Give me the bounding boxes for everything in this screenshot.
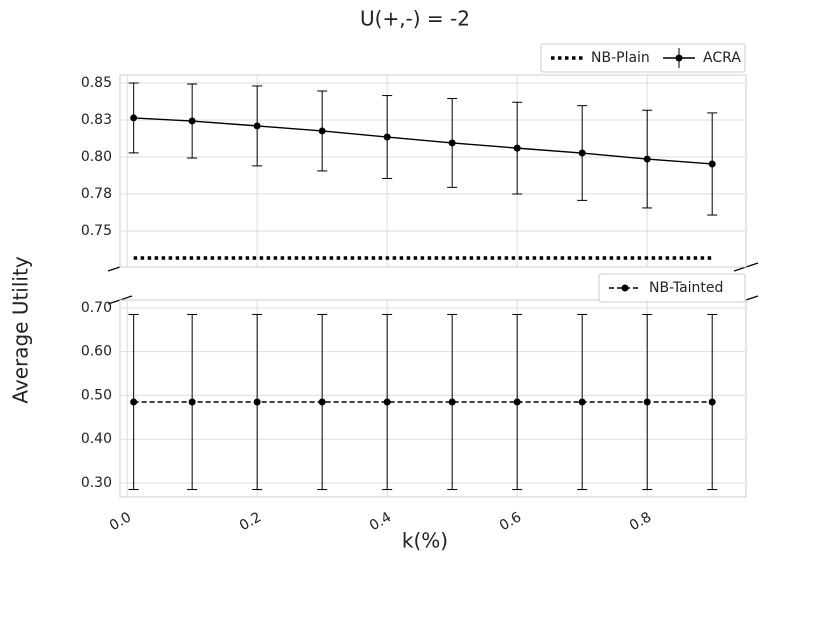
legend-label: ACRA: [703, 50, 741, 66]
marker: [708, 160, 716, 168]
x-tick-label: 0.8: [627, 509, 654, 534]
y-tick-label: 0.60: [81, 344, 112, 360]
marker: [188, 398, 196, 406]
marker: [448, 139, 456, 147]
marker: [253, 122, 261, 130]
x-tick-label: 0.2: [237, 509, 264, 534]
marker: [513, 398, 521, 406]
marker: [188, 117, 196, 125]
plot-area: [119, 299, 747, 498]
marker: [130, 114, 138, 122]
marker: [643, 398, 651, 406]
legend-label: NB-Tainted: [649, 280, 723, 296]
marker: [253, 398, 261, 406]
marker: [318, 127, 326, 135]
x-tick-label: 0.0: [107, 509, 134, 534]
x-tick-label: 0.4: [367, 509, 394, 534]
marker: [643, 155, 651, 163]
y-tick-label: 0.75: [81, 223, 112, 239]
y-tick-label: 0.80: [81, 149, 112, 165]
marker: [383, 133, 391, 141]
y-tick-label: 0.83: [81, 112, 112, 128]
chart-title: U(+,-) = -2: [360, 7, 470, 31]
y-tick-label: 0.30: [81, 475, 112, 491]
marker: [383, 398, 391, 406]
legend: [598, 273, 746, 303]
marker: [513, 144, 521, 152]
plot-area: [119, 74, 747, 268]
series-line: [133, 117, 713, 165]
marker: [578, 149, 586, 157]
legend: [540, 43, 746, 73]
marker: [448, 398, 456, 406]
legend-label: NB-Plain: [591, 50, 650, 66]
y-tick-label: 0.85: [81, 75, 112, 91]
marker: [130, 398, 138, 406]
y-axis-label: Average Utility: [9, 256, 33, 403]
y-tick-label: 0.70: [81, 300, 112, 316]
y-tick-label: 0.50: [81, 387, 112, 403]
x-axis-label: k(%): [402, 529, 448, 553]
legend-marker: [621, 284, 629, 292]
y-tick-label: 0.40: [81, 431, 112, 447]
marker: [708, 398, 716, 406]
marker: [578, 398, 586, 406]
x-tick-label: 0.6: [497, 509, 524, 534]
y-tick-label: 0.78: [81, 186, 112, 202]
marker: [318, 398, 326, 406]
